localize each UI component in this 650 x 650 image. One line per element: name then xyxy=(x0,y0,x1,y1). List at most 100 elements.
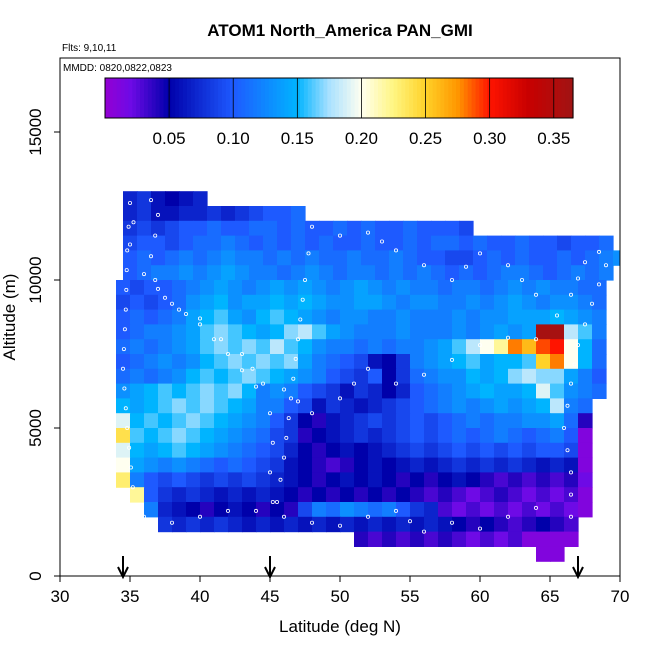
heatmap-cell xyxy=(578,472,593,488)
heatmap-cell xyxy=(291,265,306,281)
track-point xyxy=(477,343,482,348)
track-point xyxy=(176,307,181,312)
heatmap-cell xyxy=(235,250,250,266)
colorbar-tick-label: 0.20 xyxy=(345,129,378,148)
heatmap-cell xyxy=(368,472,383,488)
heatmap-cell xyxy=(186,398,201,414)
heatmap-cell xyxy=(158,487,173,503)
colorbar-segment xyxy=(284,78,289,118)
colorbar-segment xyxy=(233,78,239,118)
track-point xyxy=(169,520,174,525)
colorbar: 0.05 0.10 0.15 0.20 0.25 0.30 0.35 xyxy=(104,77,574,148)
heatmap-cell xyxy=(242,442,257,459)
track-point xyxy=(534,337,539,342)
heatmap-cell xyxy=(410,428,425,444)
heatmap-cell xyxy=(340,354,355,370)
colorbar-segment xyxy=(112,78,118,118)
heatmap-cell xyxy=(228,516,243,533)
heatmap-cell xyxy=(284,383,299,399)
heatmap-cell xyxy=(480,383,495,399)
heatmap-cell xyxy=(214,413,229,429)
colorbar-segment xyxy=(140,78,145,118)
heatmap-cell xyxy=(550,354,565,370)
track-point xyxy=(125,248,130,253)
heatmap-cell xyxy=(312,280,327,296)
track-point xyxy=(365,366,370,371)
heatmap-cell xyxy=(578,339,593,355)
heatmap-cell xyxy=(494,428,509,444)
heatmap-cell xyxy=(564,531,579,547)
heatmap-cell xyxy=(326,457,341,473)
heatmap-cell xyxy=(200,413,215,429)
colorbar-segment xyxy=(323,78,328,118)
heatmap-cell xyxy=(403,235,418,251)
heatmap-cell xyxy=(123,265,138,281)
colorbar-segment xyxy=(569,78,574,118)
heatmap-cell xyxy=(256,309,271,325)
track-point xyxy=(124,268,129,273)
heatmap-cell xyxy=(298,398,313,414)
heatmap-cell xyxy=(522,531,537,547)
heatmap-cell xyxy=(480,368,495,385)
heatmap-cell xyxy=(116,294,131,311)
colorbar-segment xyxy=(553,78,558,118)
colorbar-segment xyxy=(459,78,465,118)
heatmap-cell xyxy=(326,428,341,444)
colorbar-segment xyxy=(436,78,441,118)
track-point xyxy=(162,295,167,300)
heatmap-cell xyxy=(452,457,467,473)
heatmap-cell xyxy=(284,280,299,296)
heatmap-cell xyxy=(326,294,341,311)
track-point xyxy=(286,416,291,421)
heatmap-cell xyxy=(130,383,145,399)
heatmap-cell xyxy=(592,280,607,296)
heatmap-cell xyxy=(179,206,194,222)
heatmap-cell xyxy=(375,250,390,266)
latitude-markers xyxy=(117,556,584,580)
heatmap-cell xyxy=(242,487,257,503)
heatmap-cell xyxy=(522,442,537,459)
heatmap-cell xyxy=(312,487,327,503)
heatmap-cell xyxy=(270,294,285,311)
heatmap-cell xyxy=(522,339,537,355)
heatmap-cell xyxy=(277,206,292,222)
heatmap-cell xyxy=(452,339,467,355)
heatmap-cell xyxy=(214,428,229,444)
track-point xyxy=(253,384,258,389)
heatmap-cell xyxy=(263,220,278,237)
colorbar-segment xyxy=(514,78,519,118)
heatmap-cell xyxy=(165,220,180,237)
heatmap-cell xyxy=(158,516,173,533)
track-point xyxy=(565,403,570,408)
heatmap-cell xyxy=(158,472,173,488)
heatmap-cell xyxy=(550,413,565,429)
heatmap-cell xyxy=(536,516,551,533)
track-point xyxy=(393,508,398,513)
heatmap-cell xyxy=(466,487,481,503)
heatmap-cell xyxy=(585,265,600,281)
heatmap-cell xyxy=(340,472,355,488)
heatmap-cell xyxy=(522,516,537,533)
heatmap-cell xyxy=(186,428,201,444)
track-point xyxy=(197,514,202,519)
heatmap-cell xyxy=(424,502,439,518)
heatmap-cell xyxy=(382,472,397,488)
heatmap-cell xyxy=(200,502,215,518)
heatmap-cell xyxy=(466,442,481,459)
heatmap-cell xyxy=(186,294,201,311)
track-point xyxy=(597,249,602,254)
track-point xyxy=(302,277,307,282)
heatmap-cell xyxy=(242,339,257,355)
heatmap-cell xyxy=(564,428,579,444)
heatmap-cell xyxy=(144,280,159,296)
heatmap-cell xyxy=(536,294,551,311)
heatmap-cell xyxy=(158,457,173,473)
heatmap-cell xyxy=(200,294,215,311)
heatmap-cell xyxy=(123,250,138,266)
heatmap-cell xyxy=(578,398,593,414)
heatmap-cell xyxy=(564,487,579,503)
heatmap-cell xyxy=(340,294,355,311)
heatmap-cell xyxy=(312,309,327,325)
heatmap-cell xyxy=(592,309,607,325)
